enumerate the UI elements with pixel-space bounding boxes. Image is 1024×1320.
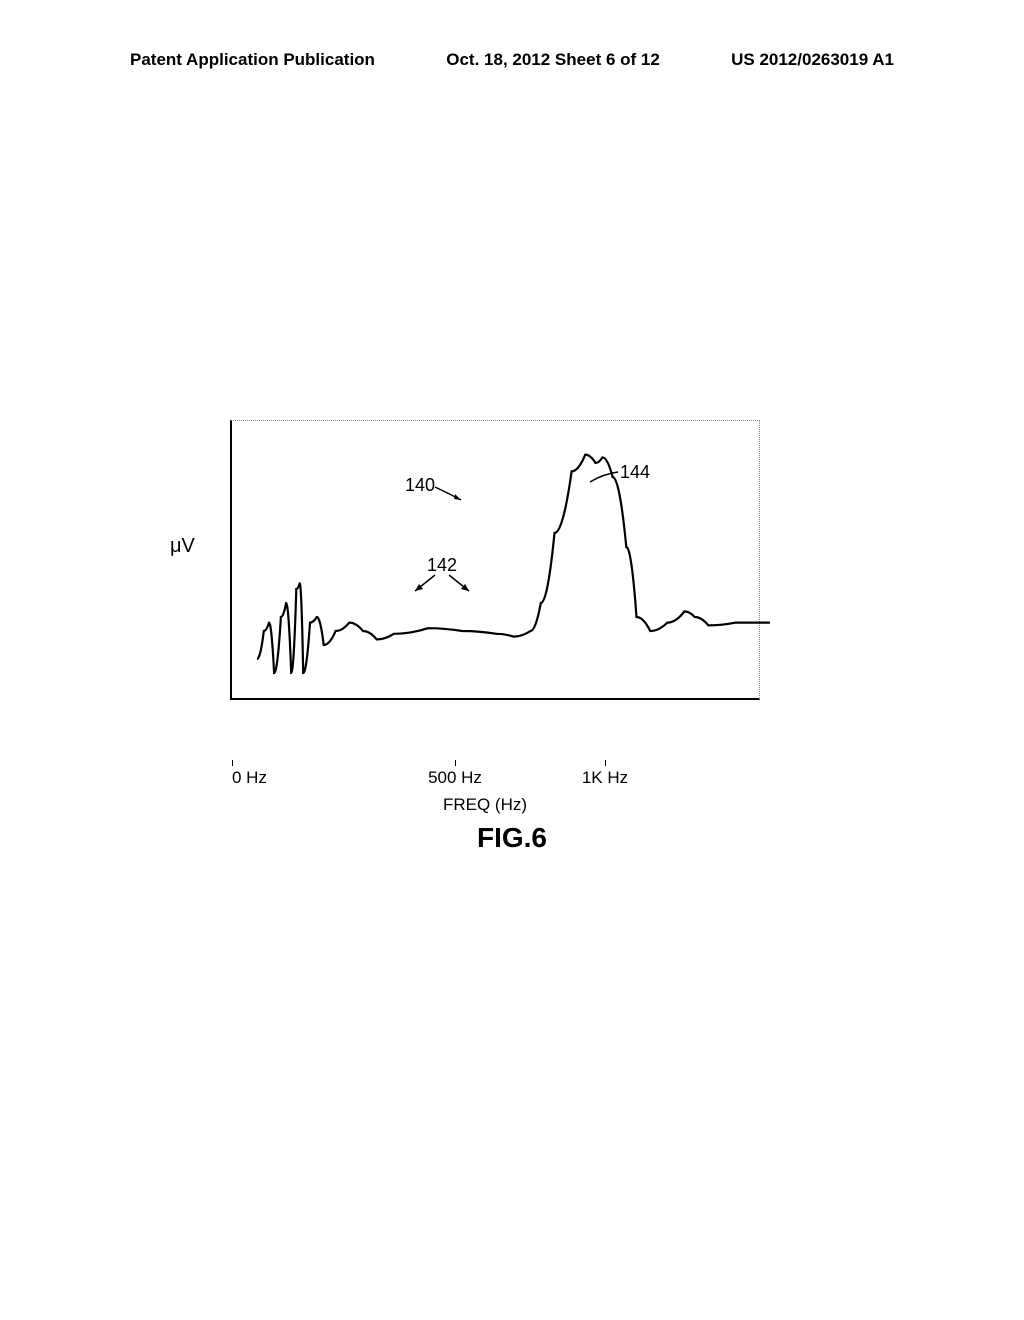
x-axis-label: FREQ (Hz) [443,795,527,815]
leader-arrow-icon [433,485,473,505]
header-center: Oct. 18, 2012 Sheet 6 of 12 [446,50,660,70]
reference-label: 144 [620,462,650,482]
chart-container: μV 0 Hz 500 Hz 1K Hz FREQ (Hz) 140 142 1… [205,420,765,760]
x-tick-label: 500 Hz [428,768,482,788]
x-tick-mark [605,760,606,766]
chart-plot-area [230,420,760,700]
leader-arrows-icon [407,573,477,598]
reference-144: 144 [620,462,650,483]
reference-140: 140 [405,475,435,496]
patent-header: Patent Application Publication Oct. 18, … [0,50,1024,70]
reference-142: 142 [427,555,457,576]
x-tick-mark [232,760,233,766]
spectrum-curve [257,421,787,701]
x-tick-label: 1K Hz [582,768,628,788]
figure-caption: FIG.6 [477,822,547,854]
x-tick-label: 0 Hz [232,768,267,788]
header-right: US 2012/0263019 A1 [731,50,894,70]
reference-label: 142 [427,555,457,575]
x-tick-mark [455,760,456,766]
header-left: Patent Application Publication [130,50,375,70]
reference-label: 140 [405,475,435,495]
leader-line-icon [588,470,623,488]
y-axis-label: μV [170,535,195,558]
